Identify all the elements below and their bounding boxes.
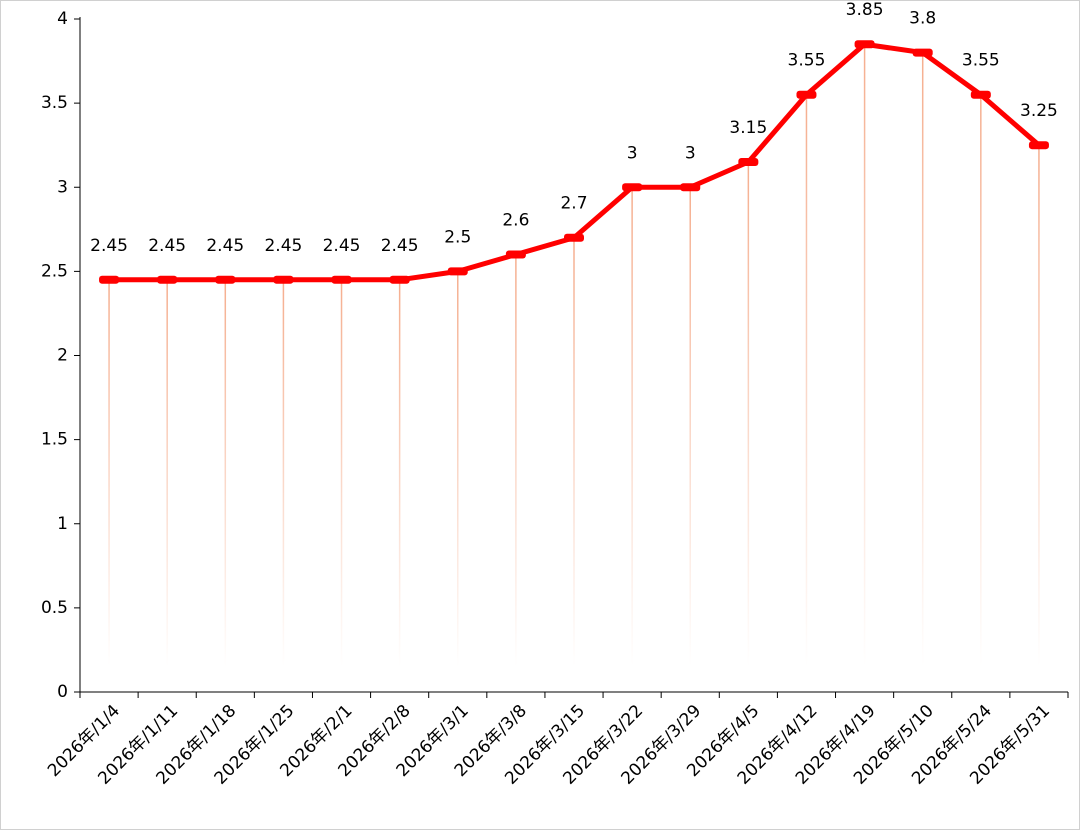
data-label: 2.45 — [206, 236, 244, 256]
drop-line — [340, 279, 343, 667]
drop-line — [805, 94, 808, 667]
data-label: 3.8 — [909, 9, 936, 29]
marker — [796, 90, 817, 99]
drop-line — [863, 44, 866, 668]
marker — [447, 267, 468, 276]
data-label: 3.25 — [1020, 101, 1058, 121]
y-tick-label: 2 — [57, 346, 68, 366]
drop-line — [166, 279, 168, 667]
drop-line — [457, 271, 459, 667]
drop-line — [224, 279, 227, 667]
marker — [1028, 141, 1049, 150]
marker — [99, 275, 120, 284]
y-tick-label: 3 — [57, 177, 68, 197]
data-label: 3 — [685, 143, 696, 163]
marker — [680, 183, 701, 192]
drop-line — [689, 187, 691, 667]
marker — [854, 40, 875, 49]
marker — [564, 233, 584, 242]
drop-line — [515, 254, 517, 668]
data-label: 3.55 — [962, 51, 1000, 71]
marker — [738, 158, 759, 167]
drop-line — [747, 162, 750, 667]
marker — [912, 48, 933, 57]
y-tick-label: 0.5 — [41, 598, 68, 618]
marker — [273, 275, 294, 284]
data-label: 2.45 — [381, 236, 419, 256]
data-label: 2.6 — [502, 211, 529, 231]
marker — [389, 275, 410, 284]
data-label: 2.7 — [560, 194, 587, 214]
drop-line — [282, 279, 285, 667]
drop-line — [573, 237, 575, 667]
drop-line — [1038, 145, 1040, 667]
data-label: 2.45 — [323, 236, 361, 256]
marker — [970, 90, 991, 99]
data-label: 2.45 — [264, 236, 302, 256]
marker — [622, 183, 643, 192]
y-tick-label: 1 — [57, 514, 68, 534]
drop-line — [398, 279, 401, 667]
y-tick-label: 3.5 — [41, 93, 68, 113]
marker — [215, 275, 236, 284]
y-tick-label: 0 — [57, 682, 68, 702]
data-label: 2.45 — [148, 236, 186, 256]
data-label: 3.55 — [788, 51, 826, 71]
drop-line — [631, 187, 633, 667]
marker — [505, 250, 526, 259]
data-label: 3.15 — [729, 118, 767, 138]
data-label: 3 — [627, 143, 638, 163]
drop-line — [921, 52, 924, 667]
y-tick-label: 4 — [57, 9, 68, 29]
y-tick-label: 2.5 — [41, 261, 68, 281]
marker — [331, 275, 352, 284]
marker — [157, 275, 178, 284]
drop-line — [108, 279, 110, 667]
data-label: 3.85 — [846, 0, 884, 20]
data-label: 2.45 — [90, 236, 128, 256]
y-tick-label: 1.5 — [41, 430, 68, 450]
drop-line — [980, 94, 982, 667]
data-label: 2.5 — [444, 227, 471, 247]
